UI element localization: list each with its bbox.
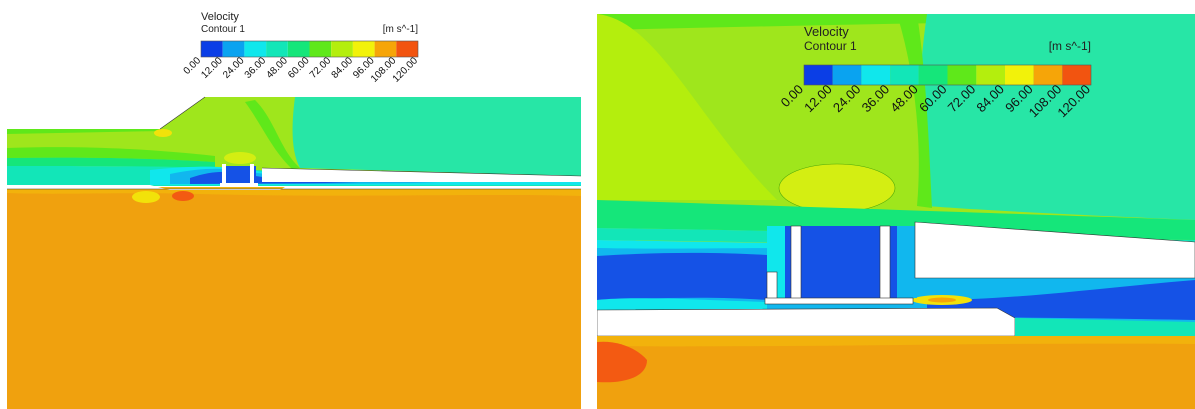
legend-swatch	[890, 65, 919, 85]
legend-swatch	[976, 65, 1005, 85]
legend-swatch	[352, 41, 375, 57]
ground-band-yellow	[597, 336, 1195, 347]
wall-base	[220, 183, 258, 186]
legend-swatch	[309, 41, 332, 57]
legend-subtitle: Contour 1	[804, 39, 857, 53]
wake-core-left	[597, 252, 767, 300]
bubble-yellow	[779, 164, 895, 212]
transition-band	[245, 100, 300, 169]
band-green-1	[7, 147, 215, 162]
legend-swatch	[331, 41, 353, 57]
legend-swatch	[1062, 65, 1091, 85]
band-green-2	[7, 157, 215, 168]
ground-zoom	[597, 336, 1195, 409]
domain-border-top	[159, 96, 206, 130]
contour-view-zoom: Velocity Contour 1 [m s^-1] 0.00 12.00 24.00 3…	[597, 0, 1195, 409]
step-body	[262, 168, 581, 182]
step-edge	[261, 167, 582, 177]
outside-domain	[7, 0, 581, 129]
cavity-box	[222, 166, 256, 185]
legend-swatch	[918, 65, 948, 85]
legend-swatch	[832, 65, 862, 85]
wall-zoom-right	[879, 225, 891, 303]
legend-bar-frame	[200, 40, 419, 58]
legend-swatch	[1004, 65, 1034, 85]
freestream-region	[292, 97, 581, 176]
cavity-side-mid	[897, 226, 917, 298]
shear-band-top	[7, 129, 162, 134]
hot-streak-inner	[928, 297, 956, 303]
legend-subtitle: Contour 1	[201, 24, 245, 35]
hotspot-yellow	[132, 191, 160, 203]
legend-bar-frame	[803, 64, 1092, 86]
legend-swatch	[396, 41, 418, 57]
hotspot-red	[172, 191, 194, 201]
wall-zoom-left	[790, 225, 802, 303]
legend-swatch	[804, 65, 833, 85]
wall-left	[222, 164, 226, 185]
top-strip	[597, 0, 1195, 14]
shear-green	[597, 200, 1195, 240]
legend-swatch	[1033, 65, 1063, 85]
ground-hot-zoom	[597, 341, 647, 383]
legend-swatch	[947, 65, 977, 85]
splitter-zoom	[597, 307, 1016, 337]
legend-swatch	[266, 41, 288, 57]
legend-swatch	[374, 41, 397, 57]
wall-right	[250, 164, 254, 185]
left-green-patch	[597, 14, 777, 200]
legend-swatch	[287, 41, 310, 57]
legend-title: Velocity	[201, 11, 239, 23]
legend-swatch	[201, 41, 223, 57]
legend-swatch	[861, 65, 891, 85]
legend-swatch	[244, 41, 267, 57]
legend-swatch	[222, 41, 245, 57]
lobe-yellow	[224, 152, 256, 164]
legend-title: Velocity	[804, 24, 849, 39]
ground-region	[7, 187, 581, 409]
wall-zoom-stub	[766, 271, 778, 303]
teal-under	[1015, 318, 1195, 336]
base-plate-zoom	[764, 297, 914, 305]
transition-zoom	[897, 14, 932, 208]
contour-view-full: Velocity Contour 1 [m s^-1] 0.00 12.00 24.00 3…	[0, 0, 582, 409]
legend-units: [m s^-1]	[1049, 39, 1091, 53]
legend-units: [m s^-1]	[383, 24, 418, 35]
cavity-zoom	[767, 226, 917, 298]
step-body-zoom	[914, 221, 1195, 279]
stagnation-spot	[154, 129, 172, 137]
